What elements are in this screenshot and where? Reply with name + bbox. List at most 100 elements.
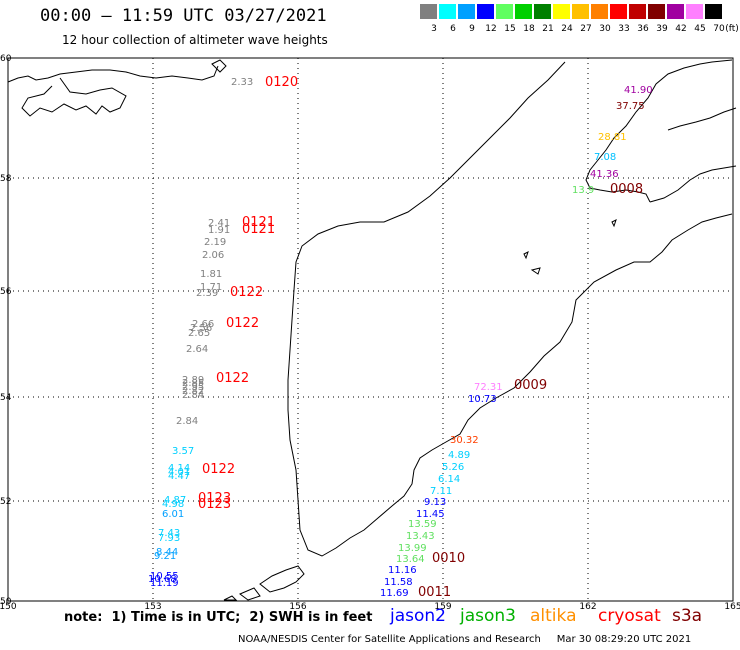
legend-swatch	[458, 4, 475, 19]
wave-height-label: 2.64	[186, 344, 208, 355]
satellite-cryosat: cryosat	[598, 606, 661, 626]
legend-label: 39	[656, 24, 668, 34]
wave-height-label: 2.84	[176, 416, 198, 427]
wave-height-label: 5.26	[442, 462, 464, 473]
wave-height-label: 2.19	[204, 237, 226, 248]
legend-swatch	[705, 4, 722, 19]
map-title: 00:00 – 11:59 UTC 03/27/2021	[40, 6, 327, 26]
wave-height-label: 2.66	[192, 319, 214, 330]
footer-note: note: 1) Time is in UTC; 2) SWH is in fe…	[64, 610, 373, 625]
map-subtitle: 12 hour collection of altimeter wave hei…	[62, 33, 328, 47]
legend-label: 42	[675, 24, 687, 34]
credit-line: NOAA/NESDIS Center for Satellite Applica…	[238, 634, 692, 645]
legend-swatch	[439, 4, 456, 19]
wave-height-label: 13.59	[408, 519, 437, 530]
lon-label: 165	[724, 602, 740, 612]
wave-height-label: 9.21	[154, 551, 176, 562]
legend-label: 70	[713, 24, 725, 34]
wave-height-label: 4.14	[168, 463, 190, 474]
wave-height-label: 1.71	[200, 282, 222, 293]
lat-label: 56	[0, 287, 12, 297]
satellite-jason2: jason2	[390, 606, 446, 626]
legend-swatch	[496, 4, 513, 19]
lon-label: 156	[289, 602, 306, 612]
wave-height-label: 11.16	[388, 565, 417, 576]
wave-height-label: 2.39	[196, 288, 218, 299]
wave-height-label: 2.06	[202, 250, 224, 261]
wave-height-label: 11.45	[416, 509, 445, 520]
wave-height-label: 10.68	[148, 574, 177, 585]
wave-height-label: 2.89	[182, 375, 204, 386]
wave-height-label: 28.81	[598, 132, 627, 143]
wave-height-label: 2.56	[190, 323, 212, 334]
kamchatka-east-coast	[585, 59, 733, 203]
wave-height-label: 7.43	[158, 528, 180, 539]
wave-height-label: 7.93	[158, 533, 180, 544]
satellite-s3a: s3a	[672, 606, 703, 626]
lat-label: 54	[0, 393, 12, 403]
wave-height-label: 1.81	[200, 269, 222, 280]
pass-time-label: 0123	[198, 491, 231, 506]
lon-label: 153	[144, 602, 161, 612]
kuril-island-1	[259, 565, 305, 593]
pass-time-label: 0122	[216, 371, 249, 386]
pass-time-label: 0121	[242, 215, 275, 230]
legend-swatch	[610, 4, 627, 19]
kuril-island-3	[223, 595, 238, 601]
legend-label: 6	[450, 24, 456, 34]
wave-height-label: 13.43	[406, 531, 435, 542]
legend-unit: (ft)	[725, 24, 739, 34]
kamchatka-bay	[649, 165, 737, 203]
legend-label: 18	[523, 24, 535, 34]
wave-height-label: 4.98	[162, 499, 184, 510]
wave-height-label: 13.64	[396, 554, 425, 565]
wave-height-label: 11.19	[150, 578, 179, 589]
kamchatka-coast	[287, 61, 733, 557]
legend-label: 3	[431, 24, 437, 34]
lat-label: 58	[0, 174, 12, 184]
wave-height-label: 2.41	[208, 218, 230, 229]
wave-height-label: 4.47	[168, 471, 190, 482]
wave-height-label: 11.69	[380, 588, 409, 599]
island-north	[211, 59, 227, 73]
pass-time-label: 0122	[202, 462, 235, 477]
legend-swatch	[591, 4, 608, 19]
legend-label: 15	[504, 24, 516, 34]
legend-swatch	[572, 4, 589, 19]
islet-3	[611, 219, 617, 228]
wave-height-label: 3.57	[172, 446, 194, 457]
wave-height-label: 13.99	[398, 543, 427, 554]
wave-height-label: 4.89	[448, 450, 470, 461]
wave-height-label: 4.01	[168, 467, 190, 478]
pass-time-label: 0120	[265, 75, 298, 90]
wave-height-label: 2.82	[182, 386, 204, 397]
wave-height-label: 30.32	[450, 435, 479, 446]
legend-swatch	[648, 4, 665, 19]
pass-time-label: 0009	[514, 378, 547, 393]
wave-height-label: 41.90	[624, 85, 653, 96]
wave-height-label: 10.55	[150, 571, 179, 582]
lon-label: 150	[0, 602, 17, 612]
legend-swatch	[515, 4, 532, 19]
wave-height-label: 8.44	[156, 547, 178, 558]
islet-1	[530, 267, 541, 275]
pass-time-label: 0011	[418, 585, 451, 600]
islet-2	[523, 251, 529, 260]
kuril-island-2	[239, 587, 261, 601]
wave-height-label: 72.31	[474, 382, 503, 393]
lon-label: 162	[579, 602, 596, 612]
legend-swatch	[629, 4, 646, 19]
legend-label: 12	[485, 24, 497, 34]
wave-height-label: 6.01	[162, 509, 184, 520]
legend-label: 21	[542, 24, 554, 34]
wave-height-label: 7.08	[594, 152, 616, 163]
legend-swatch	[553, 4, 570, 19]
pass-time-label: 0122	[226, 316, 259, 331]
legend-label: 45	[694, 24, 706, 34]
lat-label: 52	[0, 497, 11, 507]
legend-swatch	[686, 4, 703, 19]
legend-swatch	[477, 4, 494, 19]
